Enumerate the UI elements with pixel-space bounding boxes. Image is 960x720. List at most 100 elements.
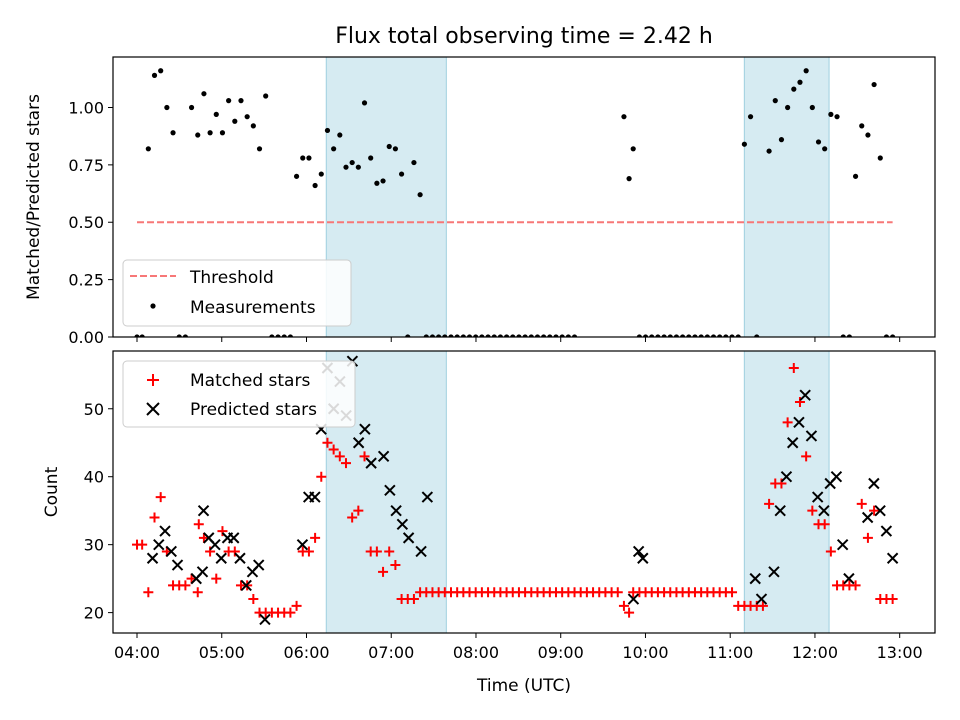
legend-measurements-swatch [150,303,156,309]
shaded-observing-window-2 [743,56,830,338]
matched-stars-point [192,587,203,598]
predicted-stars-point [868,477,880,490]
predicted-stars-point [836,538,849,551]
measurement-point [158,68,164,74]
legend-measurements-label: Measurements [190,298,316,318]
legend-box [122,259,352,327]
predicted-stars-point [146,552,159,564]
measurement-point [626,176,632,182]
shaded-observing-window-2 [743,350,830,634]
matched-stars-point [764,498,775,509]
matched-stars-point [819,519,830,530]
y-tick-label: 40 [84,468,104,487]
measurement-point [355,164,361,170]
predicted-stars-point [209,538,221,551]
predicted-stars-point [627,593,640,605]
matched-stars-point [155,492,166,503]
measurement-point [828,111,834,117]
x-tick-label: 08:00 [453,643,499,662]
measurement-point [324,127,331,134]
predicted-stars-point [421,491,434,503]
measurement-point [331,146,337,152]
predicted-stars-point [768,566,780,578]
figure-title: Flux total observing time = 2.42 h [335,24,713,49]
matched-stars-point [390,560,401,571]
measurement-point [250,123,256,129]
measurement-point [256,146,263,152]
matched-stars-point [334,451,345,462]
measurement-point [448,334,454,337]
measurement-point [772,98,778,104]
matched-stars-point [229,546,240,557]
measurement-point [649,334,655,337]
measurement-point [170,130,176,136]
measurement-point [797,79,803,85]
measurement-point [510,334,516,337]
predicted-stars-point [365,457,377,469]
predicted-stars-point [259,613,271,626]
measurement-point [661,334,667,337]
measurement-point [491,334,497,337]
matched-stars-point [887,594,898,605]
measurement-point [717,334,723,337]
measurement-point [436,334,442,337]
matched-stars-point [618,600,629,611]
measurement-point [766,148,772,154]
y-tick-label: 0.25 [68,271,104,290]
predicted-stars-point [861,511,874,524]
measurement-point [219,130,226,136]
measurement-point [865,132,871,138]
matched-stars-point [801,451,812,462]
measurement-point [405,334,411,337]
predicted-stars-point [830,471,843,483]
measurement-point [392,146,399,152]
y-tick-label: 30 [84,536,104,555]
measurement-point [269,334,275,337]
measurement-point [803,68,809,74]
matched-stars-point [862,532,873,543]
measurement-point [834,114,840,120]
measurement-point [429,334,436,337]
measurement-point [735,334,741,337]
measurement-point [134,334,140,337]
measurement-point [139,334,145,337]
predicted-stars-point [402,532,415,544]
measurement-point [667,334,673,337]
measurement-point [337,132,343,138]
matched-stars-point [143,587,154,598]
matched-stars-point [198,532,209,543]
measurement-point [673,334,680,337]
measurement-point [852,173,859,179]
matched-stars-point [794,396,805,407]
legend: Matched stars Predicted stars [122,360,356,428]
matched-stars-point [807,505,818,516]
matched-stars-point [193,519,204,530]
predicted-stars-point [197,504,210,517]
measurement-point [636,334,642,337]
measurement-point [380,178,386,184]
measurement-point [741,141,747,147]
measurement-point [312,182,318,189]
matched-stars-point [850,580,861,591]
measurement-point [883,334,890,337]
measurement-point [698,334,704,337]
measurement-point [417,192,423,198]
measurement-point [151,72,158,78]
x-tick-label: 04:00 [114,643,160,662]
measurement-point [553,334,559,337]
measurement-point [723,334,729,337]
matched-stars-point [727,587,738,598]
predicted-stars-point [215,552,227,564]
measurement-point [182,334,188,337]
predicted-stars-point [799,389,811,401]
predicted-stars-point [755,593,768,605]
legend: Threshold Measurements [122,259,352,327]
predicted-stars-point [234,552,246,564]
predicted-stars-point [415,545,427,558]
predicted-stars-point [171,559,184,571]
measurement-point [890,334,896,337]
predicted-stars-point [793,416,805,429]
measurement-point [877,155,883,161]
axes-frame [112,56,936,338]
matched-stars-point [328,444,339,455]
